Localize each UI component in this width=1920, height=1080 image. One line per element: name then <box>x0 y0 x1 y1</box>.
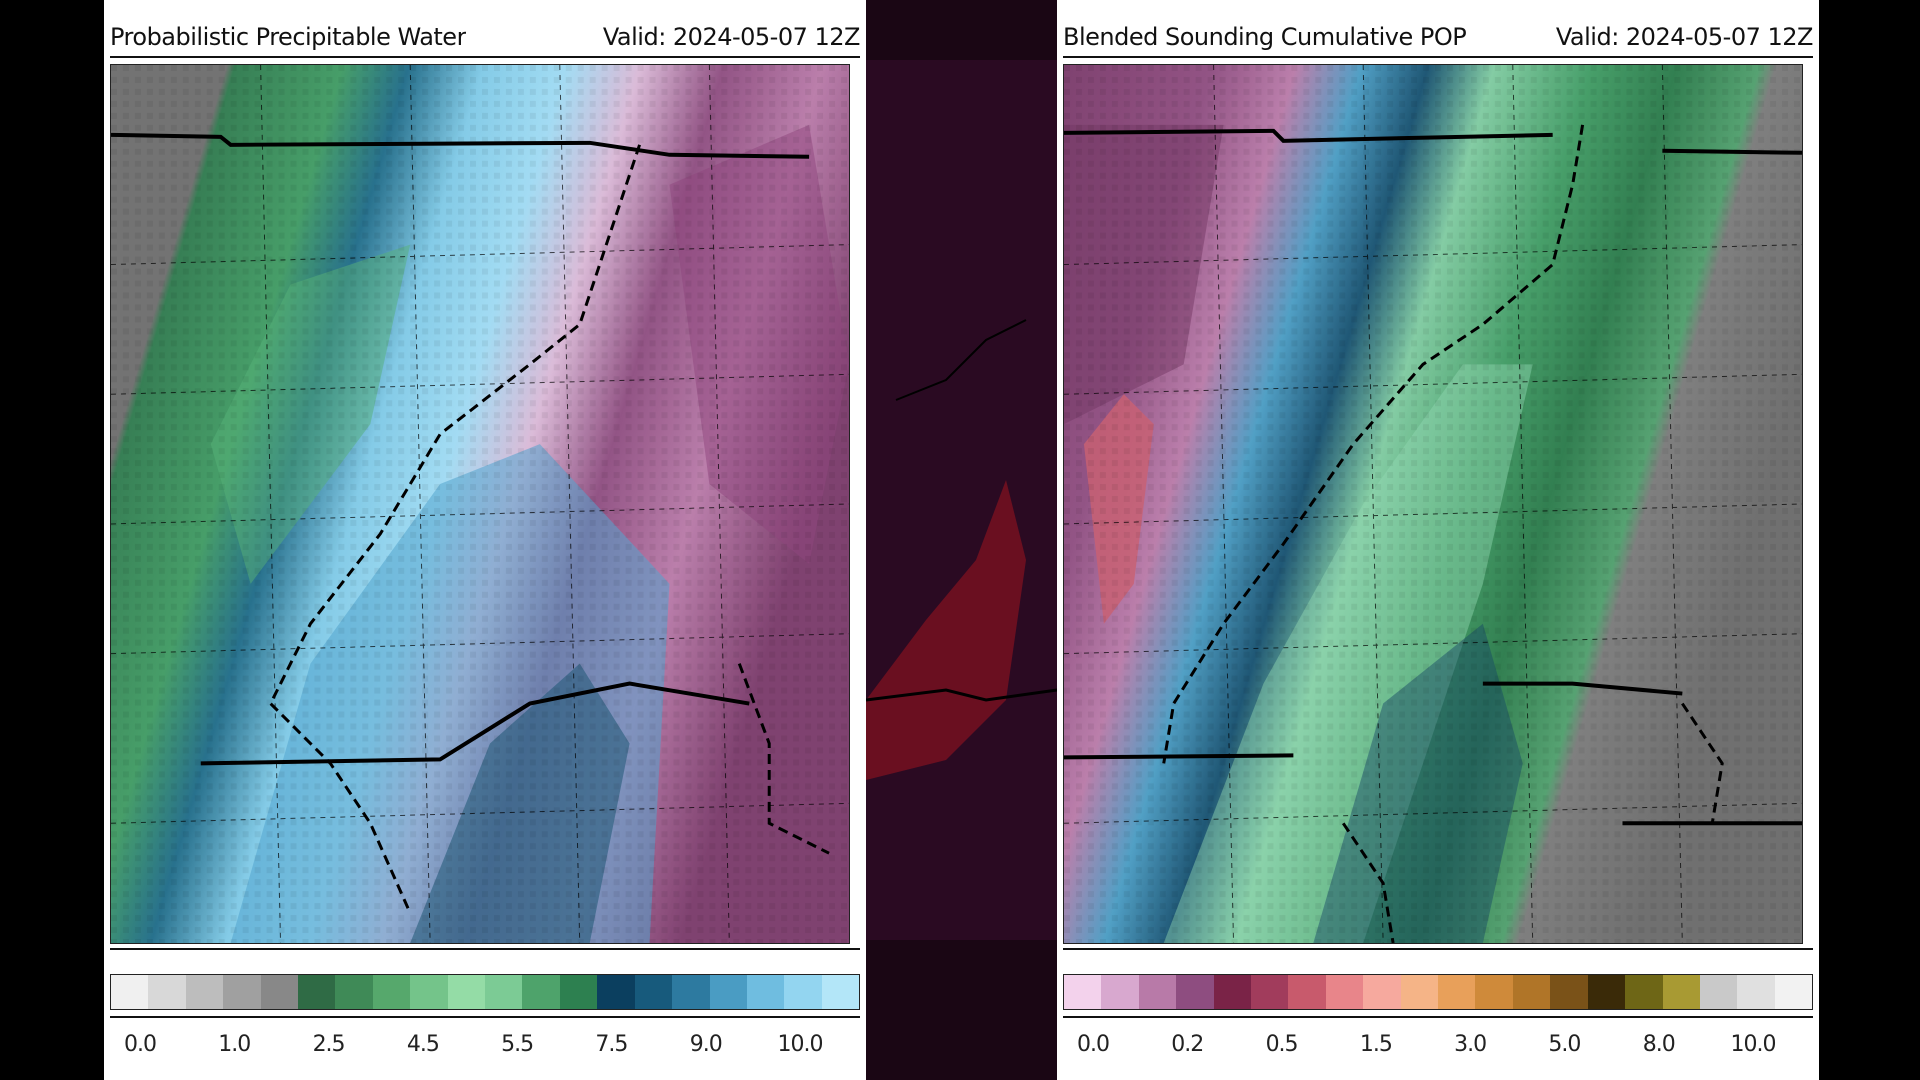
right-valid-time: Valid: 2024-05-07 12Z <box>1555 23 1813 51</box>
right-colorbar-swatch <box>1138 975 1177 1009</box>
left-map[interactable] <box>110 64 850 944</box>
right-colorbar-tick-label: 5.0 <box>1548 1032 1581 1057</box>
left-valid-time: Valid: 2024-05-07 12Z <box>602 23 860 51</box>
left-colorbar-tick-label: 2.5 <box>312 1032 346 1057</box>
right-colorbar-ticks: 0.0 0.2 0.5 1.5 3.0 5.0 8.0 10.0 <box>1063 1032 1813 1062</box>
right-colorbar-tick-label: 0.0 <box>1077 1032 1110 1057</box>
left-colorbar-tick-label: 7.5 <box>595 1032 628 1057</box>
right-colorbar-swatch <box>1101 975 1139 1009</box>
right-colorbar-swatch <box>1213 975 1252 1009</box>
right-colorbar-tick-label: 10.0 <box>1730 1032 1777 1057</box>
left-colorbar-swatch <box>522 975 560 1009</box>
left-colorbar-tick-label: 10.0 <box>777 1032 824 1057</box>
right-colorbar-swatch <box>1064 975 1102 1009</box>
right-colorbar-swatch <box>1587 975 1626 1009</box>
right-colorbar-swatch <box>1363 975 1401 1009</box>
right-colorbar-swatch <box>1625 975 1663 1009</box>
left-colorbar-tick-label: 5.5 <box>501 1032 534 1057</box>
left-colorbar-swatch <box>223 975 261 1009</box>
left-colorbar-swatch <box>111 975 149 1009</box>
right-colorbar-swatch <box>1400 975 1439 1009</box>
right-colorbar-frame-top <box>1063 948 1813 950</box>
right-colorbar-swatch <box>1251 975 1289 1009</box>
right-colorbar-swatch <box>1737 975 1775 1009</box>
right-colorbar-frame-bottom <box>1063 1016 1813 1018</box>
left-colorbar-swatch <box>185 975 224 1009</box>
right-colorbar-tick-label: 1.5 <box>1359 1032 1393 1057</box>
right-colorbar-tick-label: 8.0 <box>1642 1032 1676 1057</box>
left-colorbar-swatch <box>410 975 448 1009</box>
middle-dark-strip <box>866 0 1057 1080</box>
left-colorbar-swatch <box>746 975 785 1009</box>
left-colorbar-swatch <box>372 975 411 1009</box>
left-map-panel: Probabilistic Precipitable Water Valid: … <box>104 0 866 1080</box>
left-title-row: Probabilistic Precipitable Water Valid: … <box>110 20 860 54</box>
right-colorbar-swatch <box>1662 975 1700 1009</box>
left-colorbar-swatch <box>597 975 635 1009</box>
left-colorbar-swatch <box>559 975 598 1009</box>
right-colorbar-swatch <box>1325 975 1364 1009</box>
right-colorbar-swatch <box>1699 975 1738 1009</box>
left-map-graphic <box>111 65 849 943</box>
middle-strip-graphic <box>866 0 1057 1080</box>
right-map-panel: Blended Sounding Cumulative POP Valid: 2… <box>1057 0 1819 1080</box>
right-colorbar-tick-label: 0.5 <box>1265 1032 1299 1057</box>
right-colorbar-swatch <box>1438 975 1476 1009</box>
right-colorbar <box>1063 974 1813 1010</box>
right-colorbar-swatch <box>1176 975 1214 1009</box>
left-colorbar-swatch <box>447 975 486 1009</box>
left-colorbar-frame-bottom <box>110 1016 860 1018</box>
right-colorbar-swatch <box>1550 975 1588 1009</box>
right-colorbar-tick-label: 0.2 <box>1171 1032 1204 1057</box>
left-colorbar <box>110 974 860 1010</box>
left-colorbar-tick-label: 0.0 <box>124 1032 157 1057</box>
left-colorbar-tick-label: 4.5 <box>406 1032 440 1057</box>
right-colorbar-swatch <box>1774 975 1813 1009</box>
left-colorbar-swatch <box>485 975 523 1009</box>
right-map-graphic <box>1064 65 1802 943</box>
left-colorbar-swatch <box>709 975 747 1009</box>
right-map[interactable] <box>1063 64 1803 944</box>
left-colorbar-swatch <box>784 975 822 1009</box>
right-colorbar-swatch <box>1512 975 1551 1009</box>
left-colorbar-swatch <box>335 975 373 1009</box>
left-title-rule <box>110 56 860 58</box>
left-colorbar-swatch <box>298 975 336 1009</box>
right-title-rule <box>1063 56 1813 58</box>
left-colorbar-swatch <box>672 975 710 1009</box>
left-colorbar-swatch <box>821 975 860 1009</box>
right-title: Blended Sounding Cumulative POP <box>1063 23 1467 51</box>
right-colorbar-tick-label: 3.0 <box>1454 1032 1487 1057</box>
right-colorbar-swatch <box>1288 975 1326 1009</box>
left-colorbar-ticks: 0.0 1.0 2.5 4.5 5.5 7.5 9.0 10.0 <box>110 1032 860 1062</box>
right-title-row: Blended Sounding Cumulative POP Valid: 2… <box>1063 20 1813 54</box>
left-colorbar-swatch <box>260 975 299 1009</box>
left-colorbar-tick-label: 1.0 <box>218 1032 251 1057</box>
left-colorbar-swatch <box>148 975 186 1009</box>
left-title: Probabilistic Precipitable Water <box>110 23 466 51</box>
left-colorbar-frame-top <box>110 948 860 950</box>
left-colorbar-swatch <box>634 975 673 1009</box>
left-colorbar-tick-label: 9.0 <box>689 1032 723 1057</box>
right-colorbar-swatch <box>1475 975 1513 1009</box>
